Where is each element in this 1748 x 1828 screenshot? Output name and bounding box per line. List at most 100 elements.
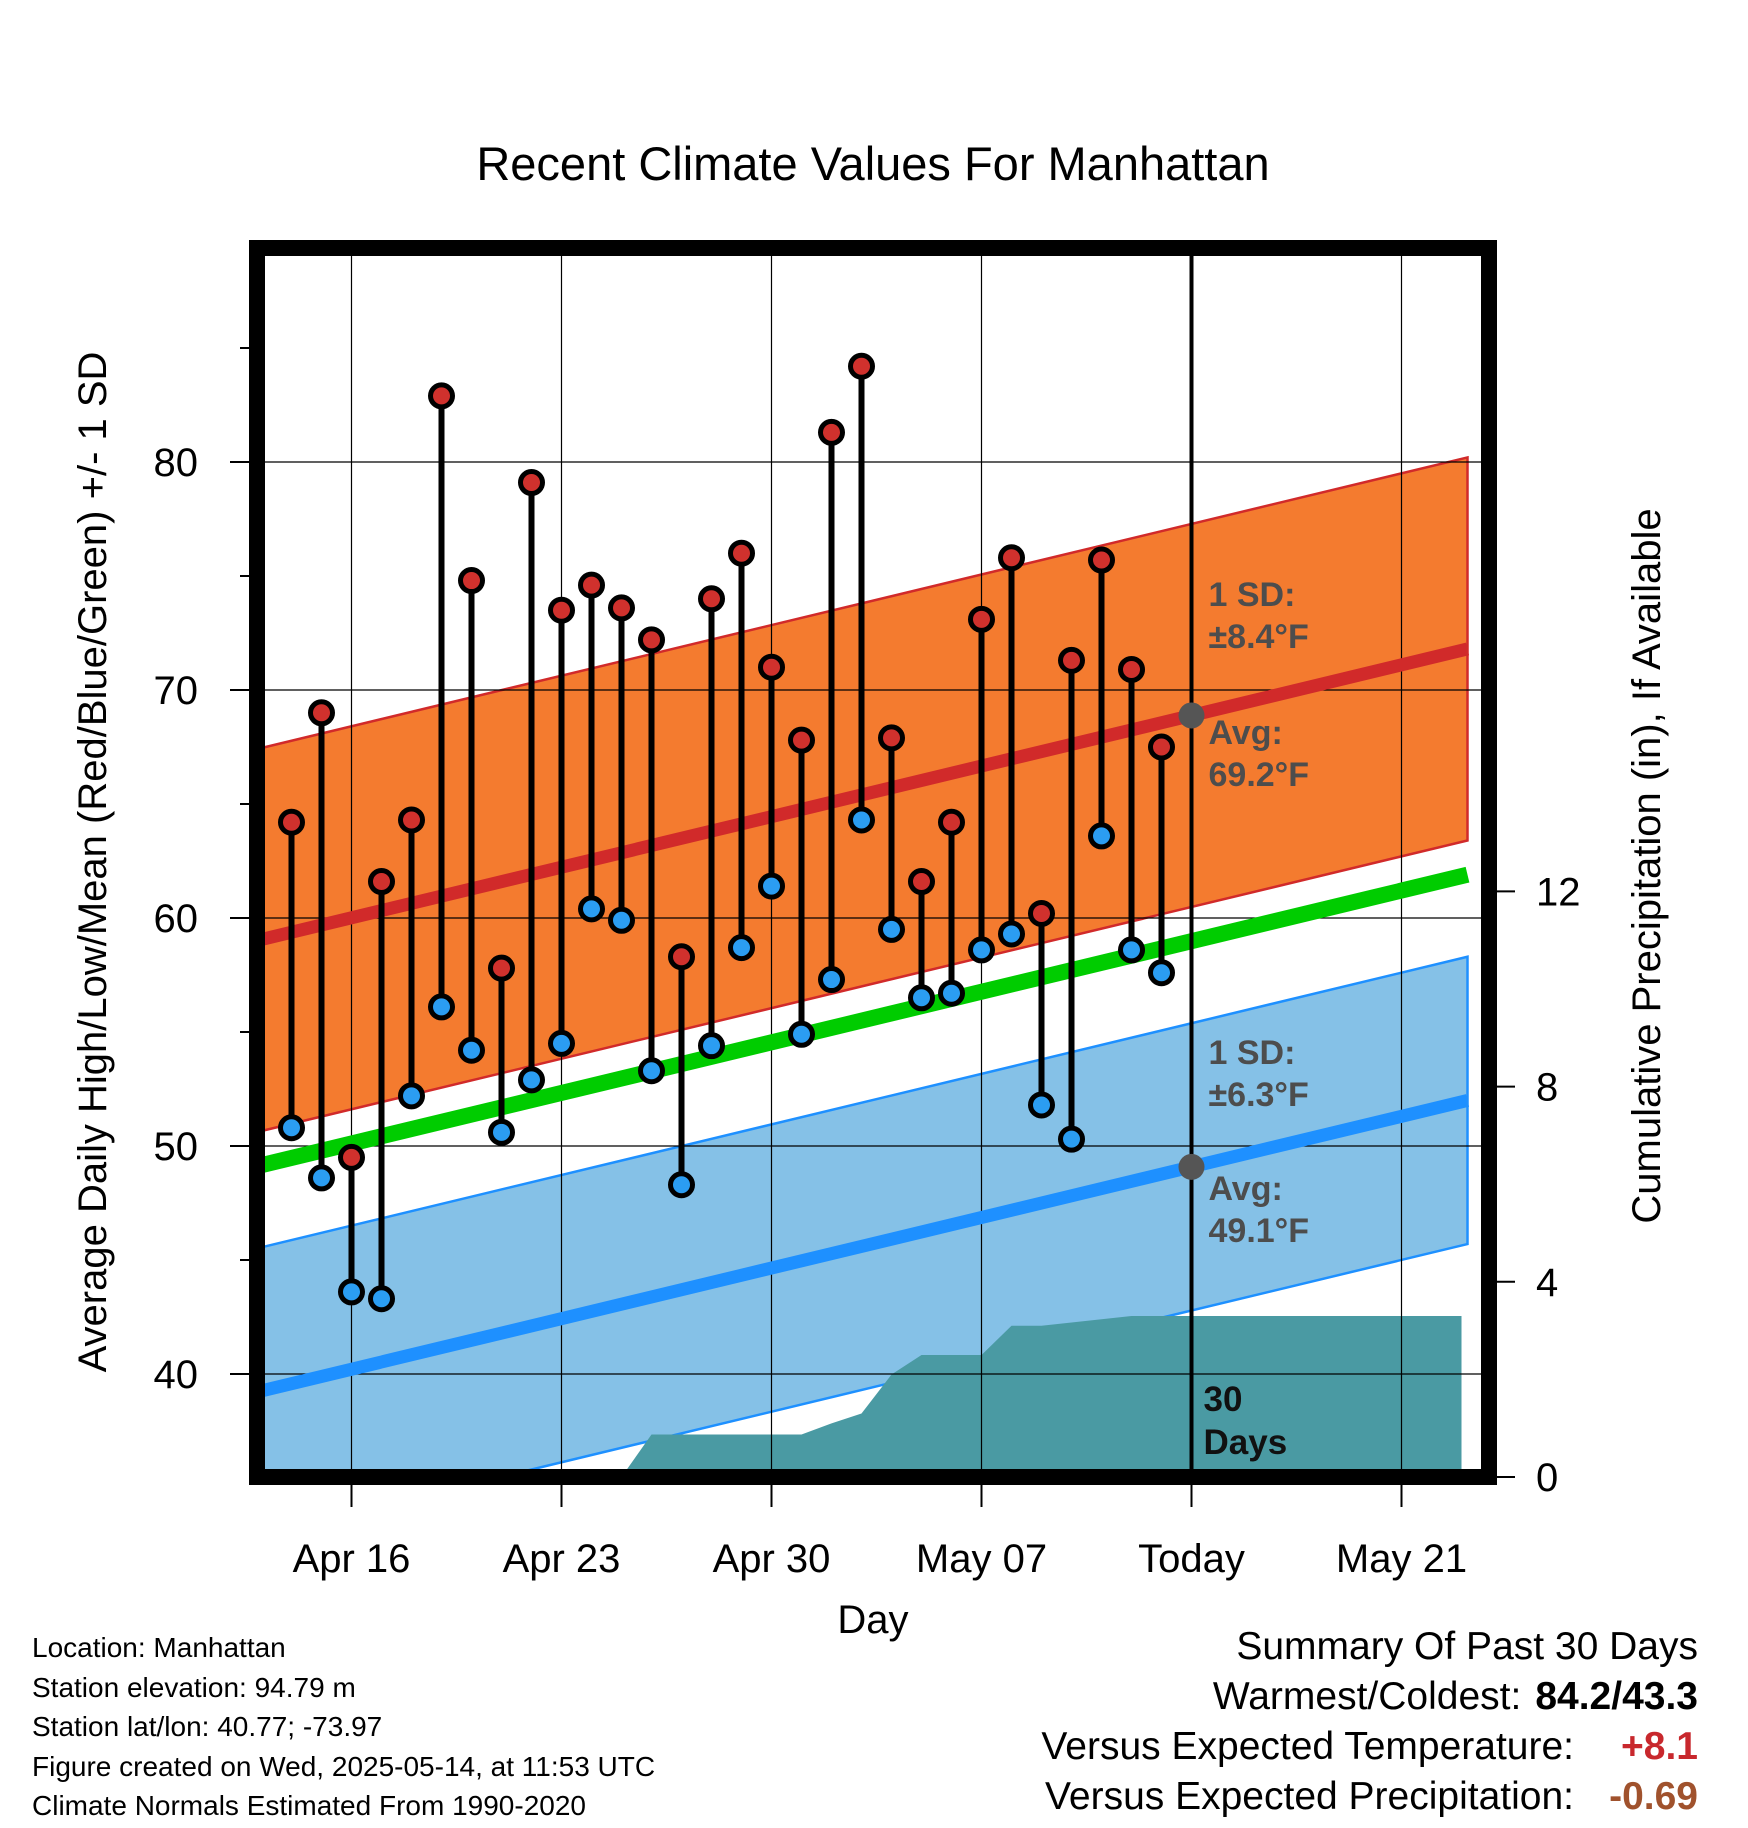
x-axis-label: Day [837,1598,908,1642]
low-point [608,906,635,934]
high-point [938,808,965,836]
x-tick-label: Apr 16 [293,1537,411,1581]
low-point [428,993,455,1021]
high-point [518,469,545,497]
low-sd-label: 1 SD: [1209,1034,1296,1072]
y-tick-label: 50 [154,1125,199,1169]
low-point [938,979,965,1007]
low-point [458,1036,485,1064]
low-point [878,915,905,943]
summary-precip-row: Versus Expected Precipitation: -0.69 [1041,1772,1698,1822]
high-point [998,544,1025,572]
low-avg-value: 49.1°F [1209,1212,1310,1250]
low-point [1028,1091,1055,1119]
low-point [848,806,875,834]
low-point [758,872,785,900]
precip-vs-expected-value: -0.69 [1609,1775,1698,1818]
high-point [1118,655,1145,683]
low-point [338,1278,365,1306]
today-high-avg-marker [1178,702,1205,729]
plot-frame [249,240,1497,1485]
high-point [338,1143,365,1171]
low-point [368,1285,395,1313]
high-point [1088,546,1115,574]
high-sd-value: ±8.4°F [1209,618,1309,656]
high-avg-label: Avg: [1209,714,1283,752]
high-point [578,571,605,599]
high-point [428,382,455,410]
high-point [308,699,335,727]
high-point [608,594,635,622]
high-point [638,626,665,654]
station-info: Location: Manhattan Station elevation: 9… [32,1628,655,1826]
low-point [488,1118,515,1146]
high-point [848,352,875,380]
x-tick-label: Apr 30 [713,1537,831,1581]
low-point [308,1164,335,1192]
summary-panel: Summary Of Past 30 Days Warmest/Coldest:… [1041,1622,1698,1822]
normals-text: Climate Normals Estimated From 1990-2020 [32,1790,586,1821]
high-point [1028,899,1055,927]
days-count-label: 30 [1204,1380,1243,1419]
low-point [578,895,605,923]
warm-cold-value: 84.2/43.3 [1535,1675,1698,1718]
low-point [1058,1125,1085,1153]
high-point [788,726,815,754]
created-text: Figure created on Wed, 2025-05-14, at 11… [32,1750,656,1782]
precipitation-area [621,1315,1462,1477]
low-point [998,920,1025,948]
y2-tick-label: 4 [1536,1261,1558,1305]
high-point [668,943,695,971]
low-point [548,1029,575,1057]
high-normal-line [257,642,1470,948]
y2-tick-label: 12 [1536,870,1581,914]
temp-vs-expected-value: +8.1 [1621,1725,1698,1768]
summary-temp-row: Versus Expected Temperature: +8.1 [1041,1722,1698,1772]
latlon-text: Station lat/lon: 40.77; -73.97 [32,1711,383,1742]
high-point [878,724,905,752]
x-tick-label: Today [1138,1537,1245,1581]
high-point [908,868,935,896]
low-point [518,1066,545,1094]
y-tick-label: 70 [154,669,199,713]
high-point [758,653,785,681]
high-avg-value: 69.2°F [1209,756,1310,794]
precip-vs-expected-label: Versus Expected Precipitation: [1045,1775,1574,1818]
low-point [818,966,845,994]
high-point [968,605,995,633]
y2-axis-label: Cumulative Precipitation (in), If Availa… [1625,508,1669,1223]
high-sd-label: 1 SD: [1209,576,1296,614]
low-point [788,1020,815,1048]
high-point [818,418,845,446]
low-point [908,984,935,1012]
summary-title: Summary Of Past 30 Days [1236,1625,1698,1668]
x-tick-label: Apr 23 [503,1537,621,1581]
low-point [1088,822,1115,850]
low-point [968,936,995,964]
low-point [278,1114,305,1142]
y-axis-label: Average Daily High/Low/Mean (Red/Blue/Gr… [71,352,115,1373]
high-point [548,596,575,624]
y-tick-label: 60 [154,897,199,941]
y2-tick-label: 8 [1536,1066,1558,1110]
low-sd-value: ±6.3°F [1209,1076,1309,1114]
low-normal-line [257,1094,1470,1399]
high-point [368,868,395,896]
high-point [1148,733,1175,761]
low-avg-label: Avg: [1209,1170,1283,1208]
high-point [698,585,725,613]
y-tick-label: 80 [154,441,199,485]
mean-normal-line [257,866,1470,1175]
days-word-label: Days [1204,1423,1288,1462]
low-sd-band [257,955,1469,1477]
low-point [398,1082,425,1110]
low-point [1148,959,1175,987]
low-point [638,1057,665,1085]
plot-area [257,248,1489,1477]
temp-vs-expected-label: Versus Expected Temperature: [1041,1725,1574,1768]
today-low-avg-marker [1178,1153,1205,1180]
low-point [1118,936,1145,964]
high-point [488,954,515,982]
low-point [668,1171,695,1199]
